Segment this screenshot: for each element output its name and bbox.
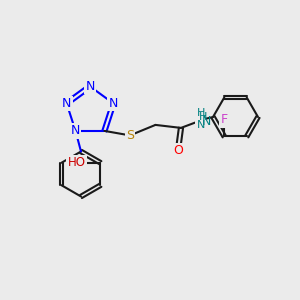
- Text: N: N: [62, 97, 71, 110]
- Text: N: N: [202, 115, 211, 128]
- Text: H
N: H N: [196, 108, 205, 130]
- Text: N: N: [85, 80, 95, 93]
- Text: O: O: [173, 144, 183, 157]
- Text: F: F: [221, 113, 228, 127]
- Text: HO: HO: [68, 156, 85, 169]
- Text: S: S: [126, 129, 134, 142]
- Text: N: N: [71, 124, 80, 137]
- Text: N: N: [109, 97, 118, 110]
- Text: H: H: [199, 112, 208, 122]
